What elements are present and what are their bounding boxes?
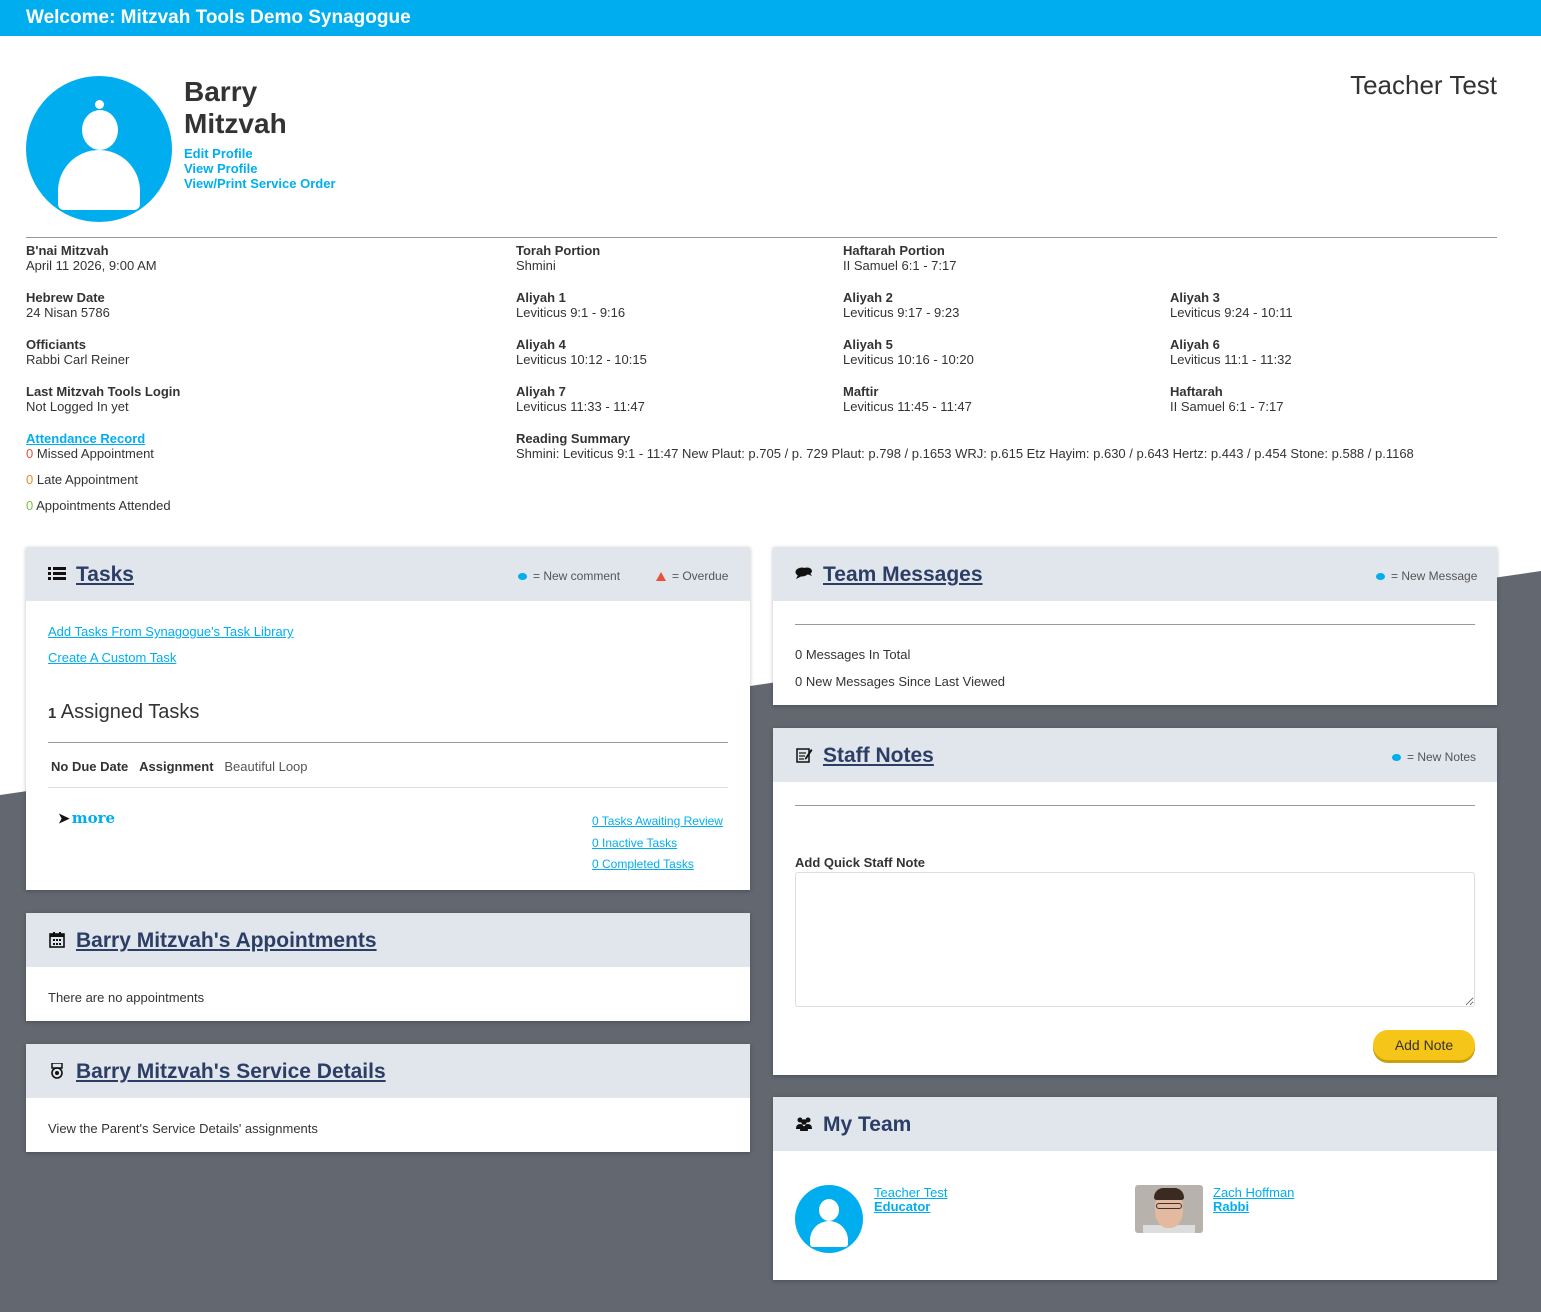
service-details-header: Barry Mitzvah's Service Details: [26, 1044, 750, 1098]
profile-divider: [26, 237, 1497, 238]
aliyah-1-info: Aliyah 1 Leviticus 9:1 - 9:16: [516, 290, 626, 320]
aliyah-3-info: Aliyah 3 Leviticus 9:24 - 10:11: [1170, 290, 1293, 320]
late-appointment: 0 Late Appointment: [26, 472, 139, 487]
assigned-tasks-heading: 1 Assigned Tasks: [48, 701, 200, 723]
appointments-header: Barry Mitzvah's Appointments: [26, 913, 750, 967]
appointments-panel: Barry Mitzvah's Appointments There are n…: [26, 913, 750, 1021]
staff-notes-header: Staff Notes = New Notes: [773, 728, 1497, 782]
tasks-title-link[interactable]: Tasks: [76, 563, 134, 586]
aliyah-7-info: Aliyah 7 Leviticus 11:33 - 11:47: [516, 384, 645, 414]
member-name-link[interactable]: Teacher Test: [874, 1185, 948, 1200]
comment-dot-icon: [518, 573, 527, 581]
chat-icon: [795, 566, 813, 584]
hebrew-date-info: Hebrew Date 24 Nisan 5786: [26, 290, 110, 320]
haftarah-portion-info: Haftarah Portion II Samuel 6:1 - 7:17: [843, 243, 957, 273]
haftarah-info: Haftarah II Samuel 6:1 - 7:17: [1170, 384, 1284, 414]
team-icon: [795, 1116, 813, 1134]
calendar-icon: [48, 932, 66, 950]
member-photo-rabbi: [1135, 1185, 1203, 1233]
tasks-awaiting-review-link[interactable]: 0 Tasks Awaiting Review: [592, 814, 723, 828]
new-message-legend: = New Message: [1376, 569, 1477, 583]
add-note-button[interactable]: Add Note: [1373, 1030, 1475, 1060]
attendance-record-link[interactable]: Attendance Record: [26, 431, 146, 446]
aliyah-5-info: Aliyah 5 Leviticus 10:16 - 10:20: [843, 337, 974, 367]
bnai-mitzvah-info: B'nai Mitzvah April 11 2026, 9:00 AM: [26, 243, 157, 273]
arrow-right-icon: ➤: [58, 811, 70, 827]
my-team-panel: My Team Teacher Test Educator Zach Hoffm…: [773, 1097, 1497, 1280]
tasks-divider: [48, 742, 728, 743]
messages-total: 0 Messages In Total: [795, 647, 911, 662]
service-details-text: View the Parent's Service Details' assig…: [48, 1121, 318, 1136]
reading-summary-info: Reading Summary Shmini: Leviticus 9:1 - 1…: [516, 431, 1414, 461]
edit-note-icon: [795, 747, 813, 765]
tasks-header: Tasks = New comment = Overdue: [26, 547, 750, 601]
appointments-attended: 0 Appointments Attended: [26, 498, 171, 513]
completed-tasks-link[interactable]: 0 Completed Tasks: [592, 857, 694, 871]
welcome-bar: Welcome: Mitzvah Tools Demo Synagogue: [0, 0, 1541, 36]
create-custom-task-link[interactable]: Create A Custom Task: [48, 650, 177, 665]
edit-profile-link[interactable]: Edit Profile: [184, 146, 253, 161]
note-dot-icon: [1392, 754, 1401, 762]
no-appointments-text: There are no appointments: [48, 990, 205, 1005]
view-profile-link[interactable]: View Profile: [184, 161, 258, 176]
member-rabbi: Zach Hoffman Rabbi: [1213, 1186, 1294, 1214]
attendance-info: Attendance Record 0 Missed Appointment 0…: [26, 431, 171, 513]
member-name-link[interactable]: Zach Hoffman: [1213, 1185, 1295, 1200]
inactive-tasks-link[interactable]: 0 Inactive Tasks: [592, 835, 678, 850]
officiants-info: Officiants Rabbi Carl Reiner: [26, 337, 130, 367]
messages-new-since: 0 New Messages Since Last Viewed: [795, 674, 1006, 689]
aliyah-2-info: Aliyah 2 Leviticus 9:17 - 9:23: [843, 290, 960, 320]
overdue-legend: = Overdue: [656, 569, 728, 583]
maftir-info: Maftir Leviticus 11:45 - 11:47: [843, 384, 972, 414]
profile-links: Edit Profile View Profile View/Print Ser…: [184, 146, 336, 191]
aliyah-6-info: Aliyah 6 Leviticus 11:1 - 11:32: [1170, 337, 1292, 367]
profile-avatar: [26, 76, 172, 222]
torah-portion-info: Torah Portion Shmini: [516, 243, 601, 273]
messages-divider: [795, 624, 1475, 625]
team-messages-panel: Team Messages = New Message 0 Messages I…: [773, 547, 1497, 705]
student-name: Barry Mitzvah: [184, 76, 287, 139]
teacher-name: Teacher Test: [1350, 70, 1497, 100]
missed-appointment: 0 Missed Appointment: [26, 446, 154, 461]
new-notes-legend: = New Notes: [1392, 750, 1476, 764]
tasks-panel: Tasks = New comment = Overdue Add Tasks …: [26, 547, 750, 890]
add-from-library-link[interactable]: Add Tasks From Synagogue's Task Library: [48, 624, 294, 639]
badge-icon: [48, 1062, 66, 1081]
service-details-panel: Barry Mitzvah's Service Details View the…: [26, 1044, 750, 1152]
new-comment-legend: = New comment: [518, 569, 620, 583]
team-messages-header: Team Messages = New Message: [773, 547, 1497, 601]
service-order-link[interactable]: View/Print Service Order: [184, 176, 336, 191]
welcome-text: Welcome: Mitzvah Tools Demo Synagogue: [26, 7, 411, 28]
quick-note-label: Add Quick Staff Note: [795, 855, 926, 870]
appointments-title-link[interactable]: Barry Mitzvah's Appointments: [76, 929, 377, 952]
team-messages-title-link[interactable]: Team Messages: [823, 563, 983, 586]
more-link[interactable]: ➤ more: [58, 809, 116, 827]
service-details-title-link[interactable]: Barry Mitzvah's Service Details: [76, 1060, 386, 1083]
member-role-link[interactable]: Rabbi: [1213, 1199, 1250, 1214]
member-role-link[interactable]: Educator: [874, 1199, 931, 1214]
aliyah-4-info: Aliyah 4 Leviticus 10:12 - 10:15: [516, 337, 647, 367]
my-team-header: My Team: [773, 1097, 1497, 1151]
overdue-triangle-icon: [656, 572, 666, 582]
task-counts: 0 Tasks Awaiting Review 0 Inactive Tasks…: [592, 811, 723, 876]
staff-notes-divider: [795, 805, 1475, 806]
message-dot-icon: [1376, 573, 1385, 581]
member-teacher: Teacher Test Educator: [874, 1186, 947, 1214]
last-login-info: Last Mitzvah Tools Login Not Logged In ye…: [26, 384, 181, 414]
task-row[interactable]: No Due Date Assignment Beautiful Loop: [51, 759, 308, 774]
list-icon: [48, 566, 66, 584]
quick-note-textarea[interactable]: [795, 872, 1475, 1007]
staff-notes-title-link[interactable]: Staff Notes: [823, 744, 934, 767]
task-row-divider: [48, 787, 728, 788]
member-avatar-teacher: [795, 1185, 863, 1253]
my-team-title: My Team: [823, 1113, 912, 1136]
staff-notes-panel: Staff Notes = New Notes Add Quick Staff …: [773, 728, 1497, 1075]
